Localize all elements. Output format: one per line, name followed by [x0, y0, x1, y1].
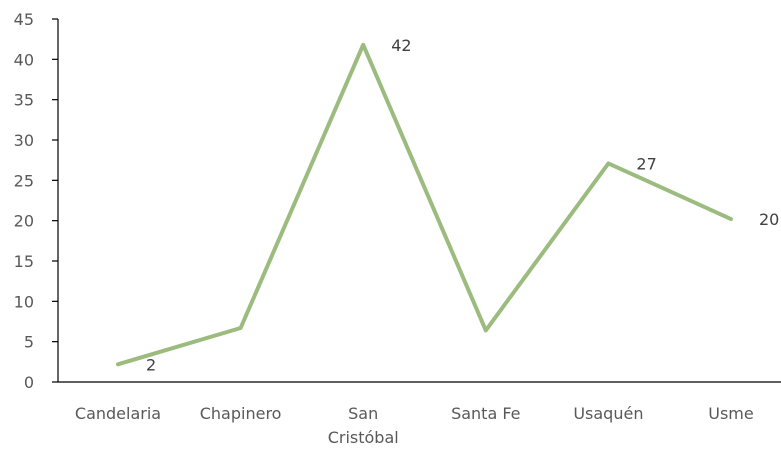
x-tick-label: Candelaria	[75, 404, 161, 423]
y-tick-label: 40	[14, 50, 34, 69]
series-line	[116, 42, 733, 367]
y-axis: 0 5 10 15 20 25 30 35 40 45	[14, 10, 59, 392]
data-label: 2	[146, 355, 156, 374]
series-layer	[116, 42, 733, 367]
x-tick-label: San Cristóbal	[328, 404, 399, 447]
y-tick-label: 35	[14, 91, 34, 110]
y-tick-label: 0	[24, 373, 34, 392]
y-tick-label: 30	[14, 131, 34, 150]
y-tick-label: 5	[24, 333, 34, 352]
y-tick-label: 20	[14, 212, 34, 231]
data-label: 20	[759, 210, 779, 229]
x-tick-label: Usaquén	[573, 404, 643, 423]
x-tick-label: Usme	[708, 404, 753, 423]
x-tick-label: Chapinero	[200, 404, 282, 423]
x-tick-label: Santa Fe	[451, 404, 520, 423]
y-tick-label: 25	[14, 171, 34, 190]
y-tick-label: 10	[14, 292, 34, 311]
data-label: 27	[636, 154, 656, 173]
data-label: 42	[391, 36, 411, 55]
x-axis: Candelaria Chapinero San Cristóbal Santa Fe U…	[58, 381, 781, 447]
y-tick-label: 45	[14, 10, 34, 29]
data-labels: 2 42 27 20	[146, 36, 779, 374]
y-tick-label: 15	[14, 252, 34, 271]
